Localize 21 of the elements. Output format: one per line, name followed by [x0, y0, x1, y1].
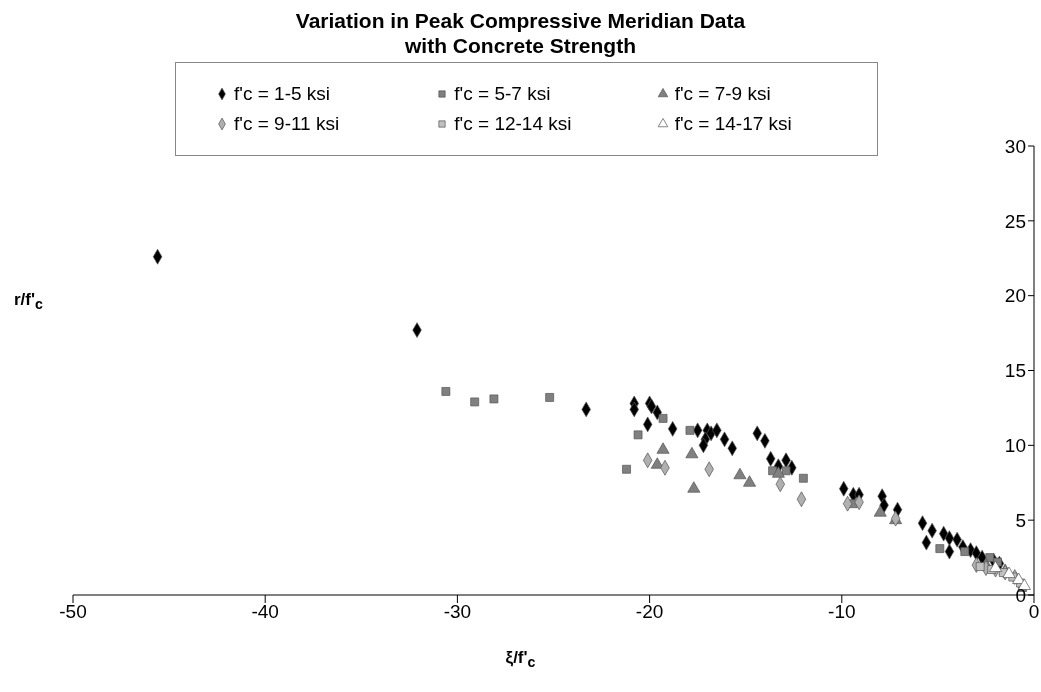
- y-tick-label: 15: [1004, 360, 1026, 382]
- legend-label: f'c = 5-7 ksi: [454, 83, 551, 105]
- legend-label: f'c = 9-11 ksi: [234, 113, 340, 135]
- chart-title: Variation in Peak Compressive Meridian Data with Concrete Strength: [294, 8, 747, 58]
- y-axis-title: r/f'$_{c}$: [14, 290, 43, 313]
- legend-label: f'c = 14-17 ksi: [674, 113, 792, 135]
- legend-label: f'c = 12-14 ksi: [454, 113, 572, 135]
- x-tick-label: -40: [251, 601, 279, 623]
- y-tick-label: 0: [1015, 584, 1026, 606]
- x-tick-label: -10: [828, 601, 856, 623]
- y-tick-label: 25: [1004, 210, 1026, 232]
- y-tick-label: 5: [1015, 509, 1026, 531]
- x-tick-label: -20: [635, 601, 664, 623]
- x-tick-label: -30: [443, 601, 472, 623]
- x-tick-label: -50: [59, 601, 87, 623]
- x-axis-title: ξ/f'$_{c}$: [505, 648, 536, 671]
- legend-label: f'c = 1-5 ksi: [234, 83, 331, 105]
- y-tick-label: 10: [1004, 435, 1026, 457]
- legend-label: f'c = 7-9 ksi: [674, 83, 771, 105]
- y-tick-label: 30: [1004, 135, 1026, 157]
- y-tick-label: 20: [1004, 285, 1026, 307]
